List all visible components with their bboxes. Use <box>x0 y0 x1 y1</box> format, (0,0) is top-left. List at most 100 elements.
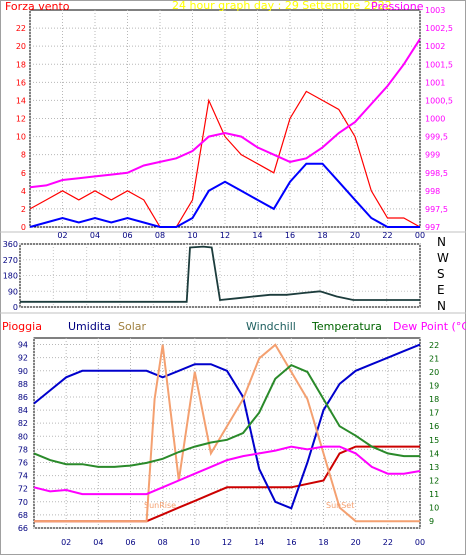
x-tick-label: 08 <box>155 231 165 240</box>
x-tick-label: 14 <box>252 231 262 240</box>
y-tick-label-left: 92 <box>18 354 28 363</box>
legend-humidity: Umidita <box>68 320 111 333</box>
y-tick-label-right: 22 <box>429 341 439 350</box>
y-tick-label-left: 76 <box>18 458 28 467</box>
y-tick-label: 180 <box>3 272 18 281</box>
y-tick-label-right: 13 <box>429 463 439 472</box>
sunrise-label: SunRise <box>144 501 176 510</box>
x-tick-label: 00 <box>415 538 425 547</box>
y-tick-label-right: 1003 <box>425 6 445 15</box>
y-tick-label-left: 66 <box>18 524 28 533</box>
x-tick-label: 12 <box>220 231 230 240</box>
x-tick-label: 06 <box>125 538 135 547</box>
y-tick-label-left: 0 <box>21 223 26 232</box>
y-tick-label-right: 1002 <box>425 42 445 51</box>
series-line-dew-point <box>33 445 421 496</box>
y-tick-label-left: 22 <box>16 24 26 33</box>
x-tick-label: 16 <box>286 538 296 547</box>
y-tick-label-left: 90 <box>18 367 28 376</box>
x-tick-label: 02 <box>57 231 67 240</box>
y-tick-label-right: 14 <box>429 449 439 458</box>
y-tick-label-left: 20 <box>16 42 26 51</box>
y-tick-label-left: 70 <box>18 498 28 507</box>
compass-label: E <box>437 283 445 297</box>
compass-label: N <box>437 299 446 313</box>
y-tick-label-right: 1001 <box>425 78 445 87</box>
panel3-plot-area <box>33 337 421 529</box>
y-tick-label-left: 80 <box>18 432 28 441</box>
y-tick-label-right: 998,5 <box>425 169 448 178</box>
y-tick-label-left: 12 <box>16 115 26 124</box>
y-tick-label-left: 8 <box>21 151 26 160</box>
x-tick-label: 00 <box>415 231 425 240</box>
y-tick-label-left: 84 <box>18 406 28 415</box>
series-line-solar <box>34 343 420 523</box>
y-tick-label: 0 <box>13 303 18 312</box>
y-tick-label-left: 16 <box>16 78 26 87</box>
y-tick-label-left: 78 <box>18 445 28 454</box>
y-tick-label-right: 1000,5 <box>425 96 453 105</box>
x-tick-label: 06 <box>122 231 132 240</box>
y-tick-label-right: 11 <box>429 490 439 499</box>
direction-line <box>20 245 420 303</box>
y-tick-label-left: 10 <box>16 133 26 142</box>
y-tick-label-right: 997,5 <box>425 205 448 214</box>
x-tick-label: 18 <box>317 231 327 240</box>
y-tick-label-right: 12 <box>429 477 439 486</box>
y-tick-label-left: 72 <box>18 485 28 494</box>
x-tick-label: 14 <box>254 538 264 547</box>
y-tick-label: 360 <box>3 240 18 249</box>
x-tick-label: 04 <box>93 538 103 547</box>
compass-label: W <box>437 251 449 265</box>
x-tick-label: 22 <box>382 231 392 240</box>
y-tick-label-left: 68 <box>18 511 28 520</box>
series-line-1 <box>29 162 420 228</box>
y-tick-label-left: 6 <box>21 169 26 178</box>
y-tick-label-right: 9 <box>429 517 434 526</box>
panel3-ticks: 02 04 06 08 10 12 14 16 18 20 22 00 66 68 70 72 74 76 78 80… <box>18 341 439 547</box>
y-tick-label-right: 21 <box>429 354 439 363</box>
panel1-ticks: 02 04 06 08 10 12 14 16 18 20 22 000246810121416182… <box>16 6 453 240</box>
legend-temperature: Temperatura <box>311 320 382 333</box>
y-tick-label: 270 <box>3 256 18 265</box>
wind-force-label: Forza vento <box>5 0 70 13</box>
series-line-umidita <box>33 343 421 510</box>
x-tick-label: 10 <box>187 231 197 240</box>
y-tick-label-right: 16 <box>429 422 439 431</box>
y-tick-label-left: 4 <box>21 187 26 196</box>
legend-solar: Solar <box>118 320 147 333</box>
pressure-label: Pressione <box>371 0 424 13</box>
x-tick-label: 22 <box>383 538 393 547</box>
y-tick-label-right: 17 <box>429 409 439 418</box>
panel2-grid <box>19 243 421 308</box>
series-line-temperatura <box>33 363 420 468</box>
x-tick-label: 20 <box>350 231 360 240</box>
y-tick-label-left: 18 <box>16 60 26 69</box>
y-tick-label-right: 1002,5 <box>425 24 453 33</box>
y-tick-label-right: 1001,5 <box>425 60 453 69</box>
y-tick-label-right: 1000 <box>425 115 445 124</box>
y-tick-label-left: 82 <box>18 419 28 428</box>
legend-dewpoint: Dew Point (°C) <box>393 320 466 333</box>
chart-title: 24 hour graph day : 29 Settembre 2022 <box>172 0 392 12</box>
y-tick-label: 90 <box>8 287 18 296</box>
panel3-series <box>33 343 421 523</box>
series-line-pioggia <box>34 445 420 523</box>
x-tick-label: 08 <box>158 538 168 547</box>
y-tick-label-left: 94 <box>18 341 28 350</box>
y-tick-label-right: 19 <box>429 382 439 391</box>
series-line-2 <box>29 38 421 189</box>
compass-label: S <box>437 267 445 281</box>
x-tick-label: 10 <box>190 538 200 547</box>
y-tick-label-right: 20 <box>429 368 439 377</box>
x-tick-label: 18 <box>318 538 328 547</box>
y-tick-label-right: 999,5 <box>425 133 448 142</box>
legend-rain: Pioggia <box>2 320 42 333</box>
y-tick-label-right: 18 <box>429 395 439 404</box>
x-tick-label: 20 <box>351 538 361 547</box>
y-tick-label-left: 14 <box>16 96 26 105</box>
x-tick-label: 02 <box>61 538 71 547</box>
